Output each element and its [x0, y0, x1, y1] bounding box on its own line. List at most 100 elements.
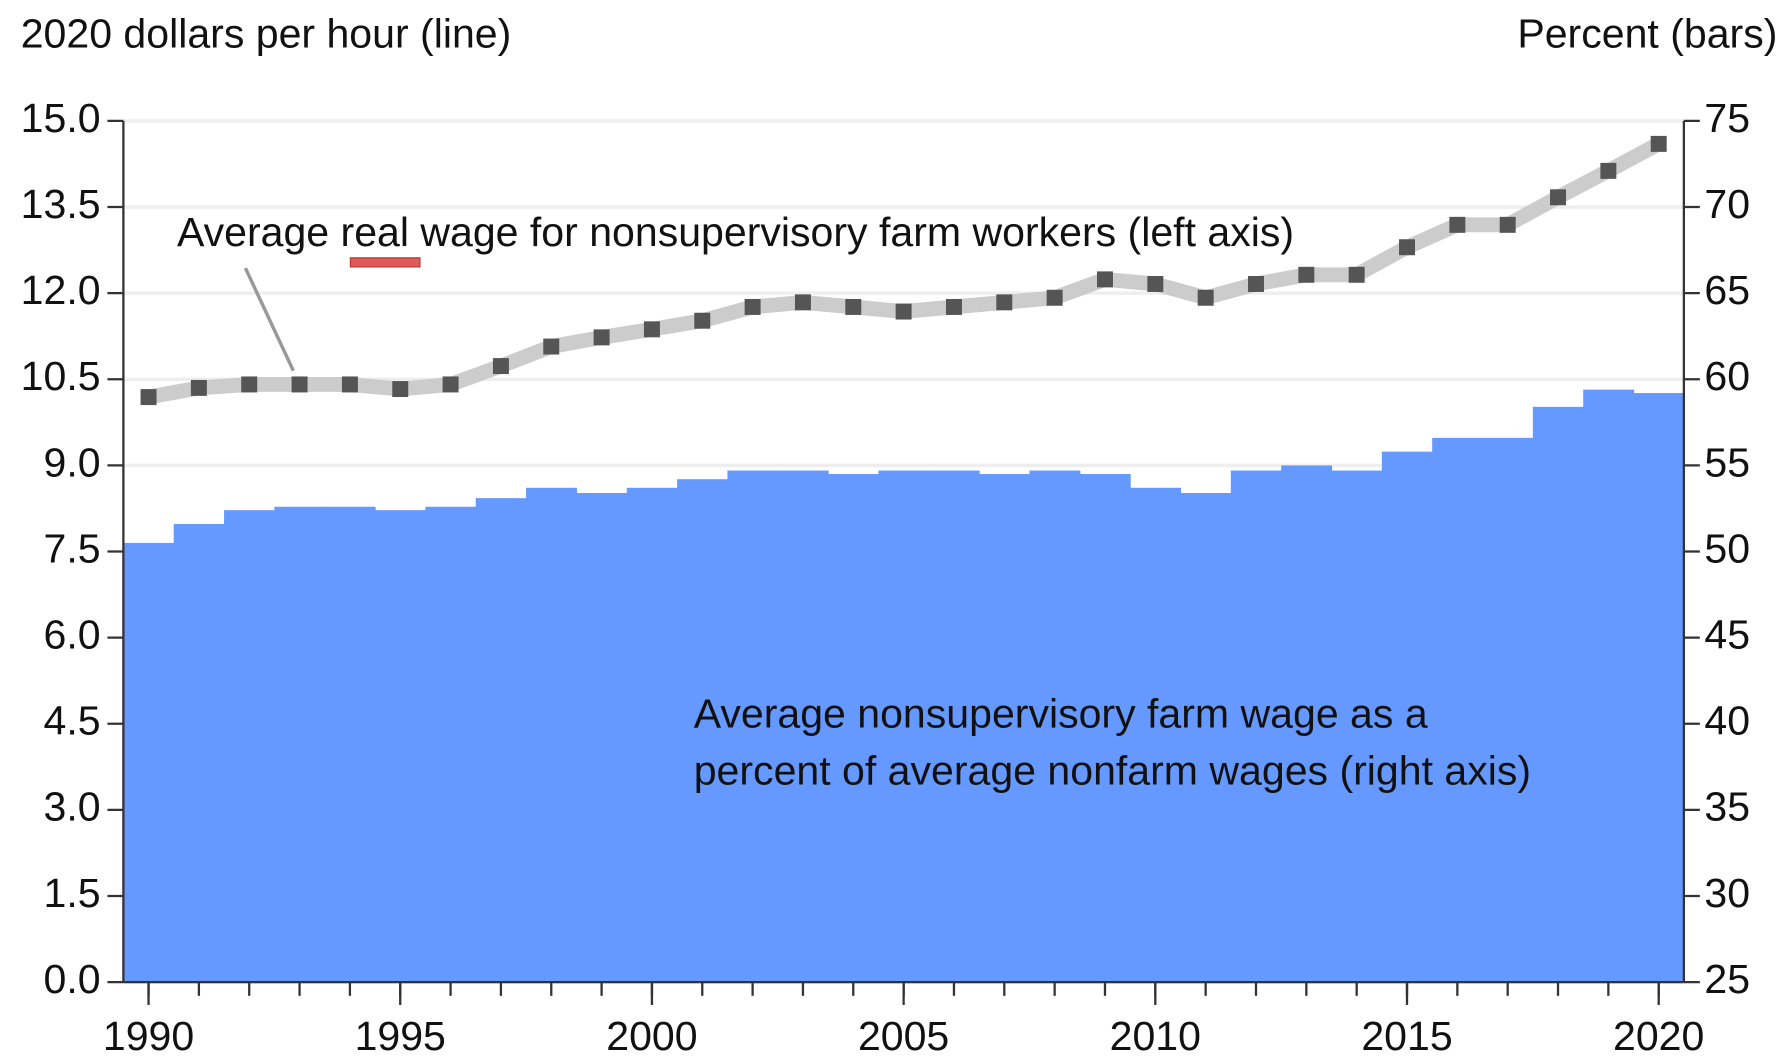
bar [1381, 451, 1433, 983]
marker [1600, 162, 1617, 179]
bar [576, 492, 628, 983]
bar [828, 474, 880, 983]
y2-tick-label: 25 [1704, 956, 1750, 1002]
y2-tick-label: 55 [1704, 439, 1750, 485]
marker [291, 376, 308, 393]
bar [777, 470, 829, 983]
bar [224, 510, 275, 983]
x-tick-label: 2005 [858, 1013, 949, 1059]
bar [425, 506, 477, 983]
x-tick-label: 1995 [355, 1013, 446, 1059]
marker [1046, 289, 1063, 306]
marker [1298, 266, 1315, 283]
line-layer [140, 135, 1667, 406]
marker [392, 381, 409, 398]
marker [895, 303, 912, 320]
marker [442, 376, 459, 393]
y2-tick-label: 45 [1704, 612, 1750, 658]
x-tick-label: 2000 [606, 1013, 697, 1059]
marker [1399, 239, 1415, 256]
highlight [349, 257, 421, 268]
y-tick-label: 3.0 [44, 784, 101, 830]
bar [324, 506, 376, 983]
marker [1650, 135, 1667, 152]
bar-annotation: Average nonsupervisory farm wage as a per… [694, 690, 1531, 793]
y2-tick-label: 70 [1704, 181, 1750, 227]
marker [241, 376, 258, 393]
axes: 0.0 1.5 3.0 4.5 6.0 7.5 9.0 10.5 12.0 13.5 15.0 25 3… [21, 95, 1750, 1059]
bar [1633, 393, 1685, 983]
y2-tick-label: 35 [1704, 784, 1750, 830]
y2-axis-title: Percent (bars) [1517, 10, 1777, 56]
bar [1029, 470, 1081, 983]
bar [274, 506, 326, 983]
y-tick-label: 1.5 [44, 870, 101, 916]
bar [1281, 465, 1333, 983]
marker [1197, 289, 1214, 306]
bar [123, 542, 175, 983]
bar [1230, 470, 1282, 983]
marker [845, 298, 862, 315]
bar [1583, 389, 1635, 983]
bar [878, 470, 930, 983]
bar-annotation-line: percent of average nonfarm wages (right … [694, 747, 1531, 793]
bar-annotation-line: Average nonsupervisory farm wage as a [694, 690, 1428, 736]
y-tick-label: 12.0 [21, 267, 101, 313]
marker [794, 294, 811, 311]
bar [475, 498, 527, 983]
bar [375, 510, 426, 983]
y-tick-label: 10.5 [21, 353, 101, 399]
marker [1449, 216, 1466, 233]
x-tick-label: 2020 [1613, 1013, 1704, 1059]
marker [140, 389, 157, 406]
y-tick-label: 6.0 [44, 612, 101, 658]
marker [593, 329, 610, 346]
bar [1130, 487, 1182, 983]
y-tick-label: 0.0 [44, 956, 101, 1002]
bar [173, 523, 225, 983]
marker [1248, 275, 1264, 292]
bar [626, 487, 678, 983]
y2-tick-label: 60 [1704, 353, 1750, 399]
marker [694, 312, 711, 329]
marker [190, 379, 207, 396]
bar [677, 479, 729, 983]
line [147, 137, 1663, 405]
marker [1147, 275, 1164, 292]
bar [1532, 406, 1584, 983]
y-tick-label: 13.5 [21, 181, 101, 227]
marker [744, 298, 761, 315]
bar [1432, 437, 1484, 983]
y2-tick-label: 75 [1704, 95, 1750, 141]
marker [1348, 266, 1365, 283]
bar [526, 487, 577, 983]
x-tick-label: 2015 [1361, 1013, 1452, 1059]
x-tick-label: 1990 [103, 1013, 194, 1059]
marker [643, 321, 660, 338]
bar [1482, 437, 1534, 983]
bars [123, 389, 1685, 983]
y2-tick-label: 30 [1704, 870, 1750, 916]
marker [945, 298, 962, 315]
marker [492, 358, 509, 375]
y2-tick-label: 40 [1704, 698, 1750, 744]
leader-line [243, 267, 295, 372]
y-tick-label: 9.0 [44, 439, 101, 485]
bar [928, 470, 980, 983]
marker [1499, 216, 1516, 233]
marker [996, 294, 1013, 311]
y-tick-label: 7.5 [44, 525, 101, 571]
marker [1550, 189, 1567, 206]
line-annotation: Average real wage for nonsupervisory far… [177, 209, 1294, 255]
y-tick-label: 4.5 [44, 698, 101, 744]
y-tick-label: 15.0 [21, 95, 101, 141]
x-tick-label: 2010 [1110, 1013, 1201, 1059]
y-axis-title: 2020 dollars per hour (line) [21, 10, 512, 56]
bar [1079, 474, 1131, 983]
bar [1180, 492, 1232, 983]
marker [341, 376, 358, 393]
marker [1096, 271, 1113, 288]
bar [727, 470, 779, 983]
y2-tick-label: 50 [1704, 525, 1750, 571]
